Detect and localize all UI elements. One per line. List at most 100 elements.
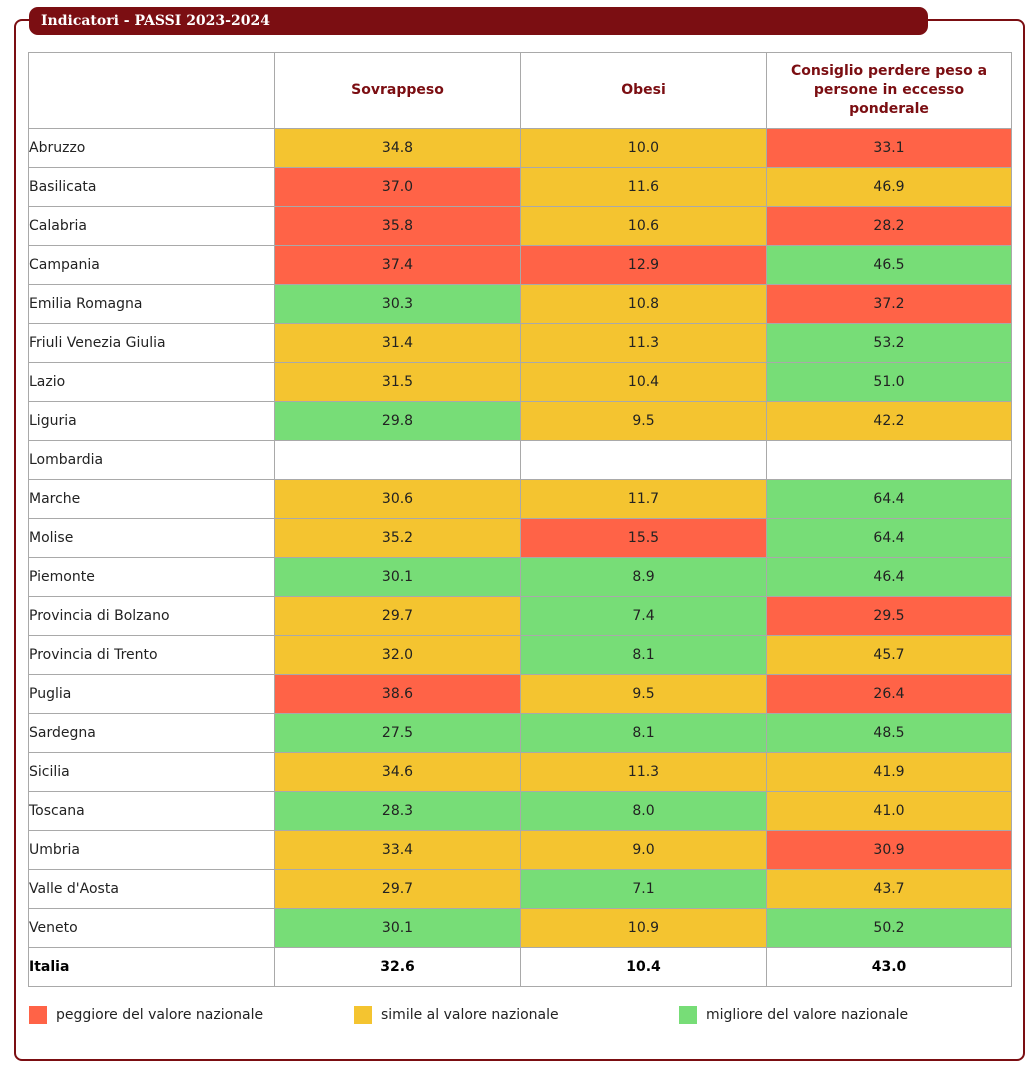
cell-consiglio: 30.9: [766, 830, 1012, 870]
region-name: Molise: [28, 518, 275, 558]
region-name: Lombardia: [28, 440, 275, 480]
region-name: Emilia Romagna: [28, 284, 275, 324]
region-name: Friuli Venezia Giulia: [28, 323, 275, 363]
cell-obesi: 15.5: [520, 518, 767, 558]
cell-obesi: 11.7: [520, 479, 767, 519]
cell-sovrappeso: 29.8: [274, 401, 521, 441]
cell-consiglio: 48.5: [766, 713, 1012, 753]
cell-sovrappeso: 31.4: [274, 323, 521, 363]
table-row: Sardegna 27.5 8.1 48.5: [28, 713, 1012, 753]
table-row: Emilia Romagna 30.3 10.8 37.2: [28, 284, 1012, 324]
cell-sovrappeso: 27.5: [274, 713, 521, 753]
region-name: Sicilia: [28, 752, 275, 792]
cell-sovrappeso: [274, 440, 521, 480]
table-row: Friuli Venezia Giulia 31.4 11.3 53.2: [28, 323, 1012, 363]
cell-obesi: 8.1: [520, 713, 767, 753]
cell-obesi: 11.6: [520, 167, 767, 207]
region-name: Veneto: [28, 908, 275, 948]
header-sovrappeso: Sovrappeso: [274, 52, 521, 129]
cell-obesi: 10.9: [520, 908, 767, 948]
table-row: Provincia di Bolzano 29.7 7.4 29.5: [28, 596, 1012, 636]
cell-sovrappeso: 30.6: [274, 479, 521, 519]
cell-sovrappeso: 30.1: [274, 908, 521, 948]
total-sovrappeso: 32.6: [274, 947, 521, 987]
total-region-name: Italia: [28, 947, 275, 987]
cell-obesi: 10.6: [520, 206, 767, 246]
region-name: Marche: [28, 479, 275, 519]
panel-title-bar: Indicatori - PASSI 2023-2024: [29, 7, 928, 35]
cell-sovrappeso: 30.1: [274, 557, 521, 597]
table-row: Molise 35.2 15.5 64.4: [28, 518, 1012, 558]
region-name: Lazio: [28, 362, 275, 402]
panel-title: Indicatori - PASSI 2023-2024: [41, 13, 270, 29]
cell-consiglio: 33.1: [766, 128, 1012, 168]
cell-obesi: 10.4: [520, 362, 767, 402]
cell-obesi: 9.5: [520, 674, 767, 714]
total-consiglio: 43.0: [766, 947, 1012, 987]
cell-consiglio: 43.7: [766, 869, 1012, 909]
region-name: Valle d'Aosta: [28, 869, 275, 909]
table-row: Veneto 30.1 10.9 50.2: [28, 908, 1012, 948]
cell-sovrappeso: 30.3: [274, 284, 521, 324]
region-name: Toscana: [28, 791, 275, 831]
cell-obesi: 9.0: [520, 830, 767, 870]
cell-consiglio: 46.4: [766, 557, 1012, 597]
table-header-row: Sovrappeso Obesi Consiglio perdere peso …: [28, 52, 1012, 129]
cell-sovrappeso: 37.0: [274, 167, 521, 207]
region-name: Sardegna: [28, 713, 275, 753]
table-row: Campania 37.4 12.9 46.5: [28, 245, 1012, 285]
cell-obesi: 7.4: [520, 596, 767, 636]
region-name: Piemonte: [28, 557, 275, 597]
cell-consiglio: 37.2: [766, 284, 1012, 324]
legend-swatch-better: [679, 1006, 697, 1024]
region-name: Puglia: [28, 674, 275, 714]
header-obesi: Obesi: [520, 52, 767, 129]
cell-obesi: 8.1: [520, 635, 767, 675]
legend-label-better: migliore del valore nazionale: [706, 1007, 909, 1023]
cell-consiglio: 64.4: [766, 479, 1012, 519]
total-obesi: 10.4: [520, 947, 767, 987]
cell-consiglio: 53.2: [766, 323, 1012, 363]
region-name: Campania: [28, 245, 275, 285]
cell-obesi: 7.1: [520, 869, 767, 909]
indicators-table: Sovrappeso Obesi Consiglio perdere peso …: [28, 52, 1012, 987]
cell-obesi: 8.9: [520, 557, 767, 597]
table-row: Provincia di Trento 32.0 8.1 45.7: [28, 635, 1012, 675]
legend-swatch-worse: [29, 1006, 47, 1024]
region-name: Provincia di Bolzano: [28, 596, 275, 636]
cell-obesi: 8.0: [520, 791, 767, 831]
table-row: Calabria 35.8 10.6 28.2: [28, 206, 1012, 246]
table-row: Liguria 29.8 9.5 42.2: [28, 401, 1012, 441]
table-row: Sicilia 34.6 11.3 41.9: [28, 752, 1012, 792]
cell-consiglio: 45.7: [766, 635, 1012, 675]
cell-sovrappeso: 33.4: [274, 830, 521, 870]
cell-sovrappeso: 35.8: [274, 206, 521, 246]
cell-obesi: 11.3: [520, 323, 767, 363]
cell-sovrappeso: 31.5: [274, 362, 521, 402]
cell-consiglio: 29.5: [766, 596, 1012, 636]
legend-label-similar: simile al valore nazionale: [381, 1007, 559, 1023]
table-row: Toscana 28.3 8.0 41.0: [28, 791, 1012, 831]
cell-consiglio: 50.2: [766, 908, 1012, 948]
table-row: Lombardia: [28, 440, 1012, 480]
cell-sovrappeso: 29.7: [274, 596, 521, 636]
legend-item-worse: peggiore del valore nazionale: [29, 1005, 263, 1025]
cell-sovrappeso: 32.0: [274, 635, 521, 675]
cell-consiglio: [766, 440, 1012, 480]
legend-item-similar: simile al valore nazionale: [354, 1005, 559, 1025]
cell-obesi: 11.3: [520, 752, 767, 792]
cell-sovrappeso: 35.2: [274, 518, 521, 558]
cell-sovrappeso: 34.8: [274, 128, 521, 168]
table-row: Puglia 38.6 9.5 26.4: [28, 674, 1012, 714]
cell-sovrappeso: 29.7: [274, 869, 521, 909]
cell-sovrappeso: 38.6: [274, 674, 521, 714]
legend-label-worse: peggiore del valore nazionale: [56, 1007, 264, 1023]
cell-obesi: 9.5: [520, 401, 767, 441]
cell-consiglio: 41.0: [766, 791, 1012, 831]
legend-item-better: migliore del valore nazionale: [679, 1005, 908, 1025]
table-row: Marche 30.6 11.7 64.4: [28, 479, 1012, 519]
header-region: [28, 52, 275, 129]
table-row: Valle d'Aosta 29.7 7.1 43.7: [28, 869, 1012, 909]
cell-consiglio: 46.9: [766, 167, 1012, 207]
region-name: Basilicata: [28, 167, 275, 207]
